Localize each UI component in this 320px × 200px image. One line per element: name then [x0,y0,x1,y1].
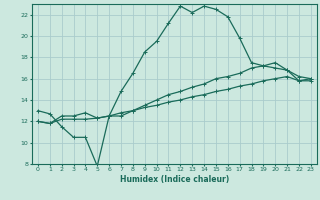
X-axis label: Humidex (Indice chaleur): Humidex (Indice chaleur) [120,175,229,184]
